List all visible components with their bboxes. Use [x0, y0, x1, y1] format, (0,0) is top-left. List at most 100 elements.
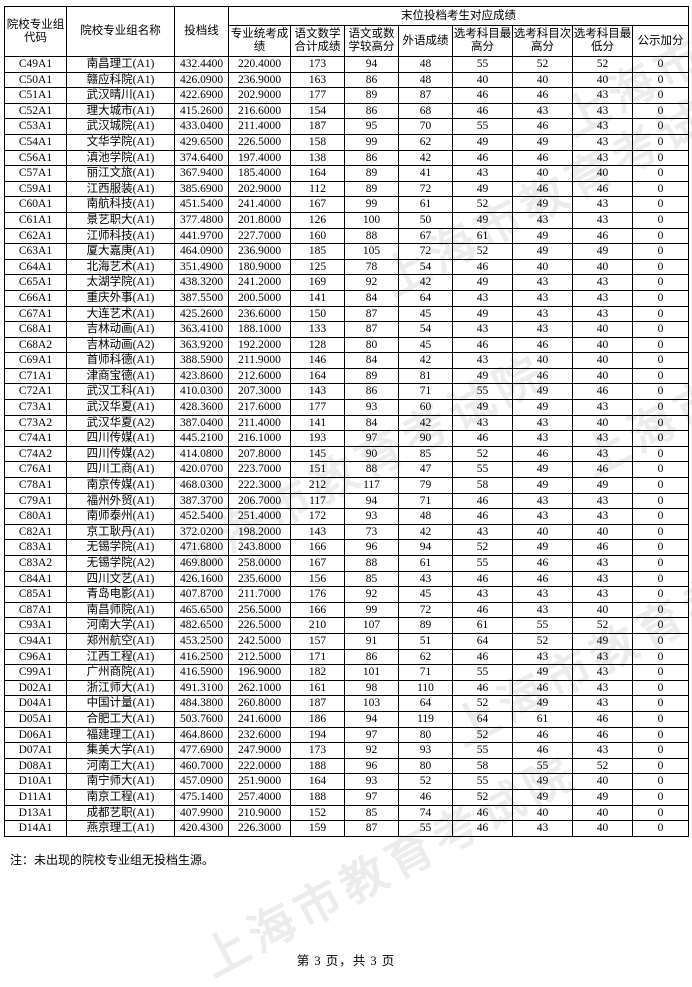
cell-add: 0	[632, 539, 689, 556]
cell-x1: 43	[452, 586, 513, 603]
cell-x2: 49	[512, 695, 573, 712]
cell-ysgf: 95	[344, 118, 399, 135]
cell-code: C52A1	[4, 102, 67, 120]
cell-ysgf: 73	[344, 523, 399, 541]
cell-wy: 62	[398, 648, 453, 666]
cell-ysxhj: 167	[290, 196, 345, 213]
cell-x1: 55	[452, 461, 513, 479]
cell-name: 青岛电影(A1)	[66, 586, 175, 603]
cell-line: 438.3200	[174, 274, 229, 291]
cell-add: 0	[632, 258, 689, 276]
cell-wy: 79	[398, 477, 453, 494]
cell-code: C87A1	[4, 601, 67, 619]
cell-line: 407.9900	[174, 804, 229, 822]
table-header: 院校专业组代码 院校专业组名称 投档线 末位投档考生对应成绩 专业统考成绩 语文…	[4, 6, 689, 57]
cell-name: 首师科德(A1)	[66, 352, 175, 369]
cell-x3: 40	[572, 165, 633, 182]
cell-line: 441.9700	[174, 227, 229, 245]
cell-line: 432.4400	[174, 56, 229, 73]
cell-x3: 43	[572, 149, 633, 167]
cell-x3: 43	[572, 102, 633, 120]
cell-add: 0	[632, 617, 689, 634]
page-footer: 第 3 页，共 3 页	[296, 954, 396, 968]
cell-ysxhj: 185	[290, 243, 345, 260]
cell-x2: 43	[512, 102, 573, 120]
cell-ysgf: 88	[344, 227, 399, 245]
table-row: C69A1 首师科德(A1) 388.5900 211.9000 146 84 42 43 40…	[4, 352, 689, 369]
cell-ysxhj: 141	[290, 289, 345, 307]
cell-ysgf: 100	[344, 211, 399, 229]
col-header-code: 院校专业组代码	[4, 6, 67, 57]
cell-x3: 46	[572, 227, 633, 245]
cell-code: C93A1	[4, 617, 67, 634]
cell-ysgf: 99	[344, 601, 399, 619]
cell-ysgf: 89	[344, 87, 399, 104]
cell-line: 460.7000	[174, 757, 229, 775]
cell-name: 福建理工(A1)	[66, 726, 175, 744]
cell-x3: 40	[572, 601, 633, 619]
cell-x2: 55	[512, 617, 573, 634]
table-row: D10A1 南宁师大(A1) 457.0900 251.9000 164 93 52 55 49…	[4, 773, 689, 790]
cell-zytk: 201.8000	[228, 211, 291, 229]
cell-x3: 43	[572, 508, 633, 525]
table-row: C84A1 四川文艺(A1) 426.1600 235.6000 156 85 43 46 46…	[4, 570, 689, 588]
table-row: C53A1 武汉城院(A1) 433.0400 211.4000 187 95 70 55 46…	[4, 118, 689, 135]
cell-x3: 40	[572, 414, 633, 432]
cell-zytk: 258.0000	[228, 555, 291, 572]
cell-x3: 43	[572, 118, 633, 135]
cell-x3: 43	[572, 648, 633, 666]
cell-add: 0	[632, 461, 689, 479]
cell-x1: 46	[452, 430, 513, 447]
cell-ysxhj: 171	[290, 648, 345, 666]
cell-x2: 49	[512, 383, 573, 401]
cell-wy: 89	[398, 617, 453, 634]
cell-x1: 43	[452, 321, 513, 338]
cell-wy: 93	[398, 742, 453, 759]
cell-code: D08A1	[4, 757, 67, 775]
cell-line: 367.9400	[174, 165, 229, 182]
cell-zytk: 232.6000	[228, 726, 291, 744]
cell-zytk: 242.5000	[228, 632, 291, 650]
cell-line: 475.1400	[174, 788, 229, 806]
cell-ysxhj: 138	[290, 149, 345, 167]
table-row: C68A2 吉林动画(A2) 363.9200 192.2000 128 80 45 46 46…	[4, 336, 689, 354]
cell-x1: 52	[452, 726, 513, 744]
table-row: C79A1 福州外贸(A1) 387.3700 206.7000 117 94 71 46 43…	[4, 492, 689, 510]
cell-wy: 71	[398, 664, 453, 681]
cell-add: 0	[632, 414, 689, 432]
cell-ysgf: 99	[344, 133, 399, 151]
table-row: C65A1 太湖学院(A1) 438.3200 241.2000 169 92 42 49 43…	[4, 274, 689, 291]
cell-x1: 46	[452, 492, 513, 510]
cell-ysgf: 89	[344, 165, 399, 182]
cell-wy: 80	[398, 757, 453, 775]
cell-wy: 60	[398, 399, 453, 416]
table-row: C72A1 武汉工科(A1) 410.0300 207.3000 143 86 71 55 49…	[4, 383, 689, 401]
cell-x1: 46	[452, 679, 513, 697]
cell-add: 0	[632, 196, 689, 213]
cell-zytk: 216.1000	[228, 430, 291, 447]
cell-ysgf: 88	[344, 555, 399, 572]
cell-x2: 46	[512, 367, 573, 385]
cell-line: 491.3100	[174, 679, 229, 697]
cell-x1: 49	[452, 305, 513, 323]
cell-x3: 43	[572, 695, 633, 712]
cell-zytk: 216.6000	[228, 102, 291, 120]
cell-name: 武汉华夏(A2)	[66, 414, 175, 432]
cell-name: 武汉城院(A1)	[66, 118, 175, 135]
cell-x1: 43	[452, 414, 513, 432]
cell-line: 451.5400	[174, 196, 229, 213]
cell-x2: 43	[512, 648, 573, 666]
cell-x1: 52	[452, 445, 513, 463]
cell-code: C74A1	[4, 430, 67, 447]
cell-x1: 55	[452, 383, 513, 401]
table-row: C51A1 武汉晴川(A1) 422.6900 202.9000 177 89 87 46 46…	[4, 87, 689, 104]
cell-x3: 43	[572, 133, 633, 151]
cell-code: C61A1	[4, 211, 67, 229]
table-row: D02A1 浙江师大(A1) 491.3100 262.1000 161 98 110 46 4…	[4, 679, 689, 697]
cell-wy: 72	[398, 243, 453, 260]
cell-code: D13A1	[4, 804, 67, 822]
cell-add: 0	[632, 757, 689, 775]
cell-ysxhj: 164	[290, 165, 345, 182]
cell-name: 郑州航空(A1)	[66, 632, 175, 650]
cell-ysxhj: 157	[290, 632, 345, 650]
